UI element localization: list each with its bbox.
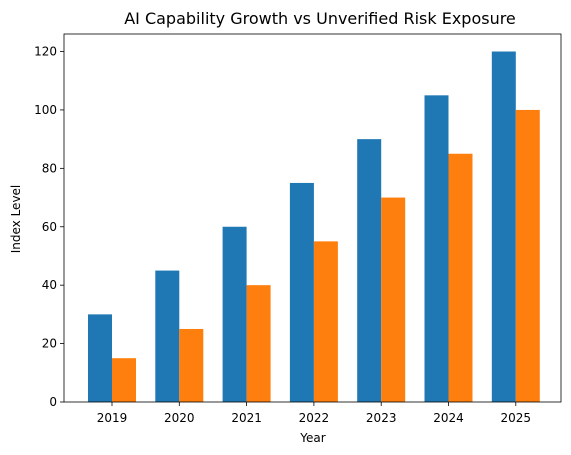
x-tick-label: 2025 bbox=[501, 411, 532, 425]
chart-title: AI Capability Growth vs Unverified Risk … bbox=[124, 9, 516, 28]
bar-series-1-2025 bbox=[491, 51, 516, 403]
bar-series-2-2024 bbox=[448, 153, 473, 402]
bars-layer bbox=[88, 51, 540, 403]
y-tick-label: 40 bbox=[42, 278, 57, 292]
y-tick-label: 120 bbox=[34, 45, 57, 59]
x-tick-label: 2021 bbox=[231, 411, 262, 425]
plot-frame bbox=[63, 33, 562, 403]
x-axis-label: Year bbox=[299, 431, 325, 445]
bar-series-2-2019 bbox=[112, 358, 136, 402]
bar-series-2-2025 bbox=[515, 109, 540, 402]
axes-layer bbox=[63, 33, 562, 403]
bar-series-1-2021 bbox=[222, 226, 247, 402]
bar-series-1-2023 bbox=[357, 139, 382, 402]
x-tick-label: 2020 bbox=[164, 411, 195, 425]
x-tick-label: 2019 bbox=[97, 411, 128, 425]
bar-series-1-2019 bbox=[88, 314, 112, 402]
bar-series-2-2020 bbox=[179, 328, 204, 402]
bar-series-2-2021 bbox=[246, 285, 271, 402]
ticks-layer: 2019 2020 2021 2022 2023 2024 2025 0 20 40 60 80 100… bbox=[34, 45, 531, 425]
bar-series-1-2024 bbox=[424, 95, 449, 402]
y-tick-label: 100 bbox=[34, 103, 57, 117]
bar-series-1-2022 bbox=[289, 182, 314, 402]
bar-series-1-2020 bbox=[155, 270, 180, 402]
y-tick-label: 0 bbox=[49, 395, 57, 409]
y-tick-label: 60 bbox=[42, 220, 57, 234]
x-tick-label: 2024 bbox=[433, 411, 464, 425]
x-tick-label: 2022 bbox=[299, 411, 330, 425]
x-tick-label: 2023 bbox=[366, 411, 397, 425]
y-tick-label: 20 bbox=[42, 337, 57, 351]
bar-series-2-2022 bbox=[313, 241, 338, 402]
bar-series-2-2023 bbox=[381, 197, 406, 402]
y-axis-label: Index Level bbox=[9, 185, 23, 254]
y-tick-label: 80 bbox=[42, 161, 57, 175]
